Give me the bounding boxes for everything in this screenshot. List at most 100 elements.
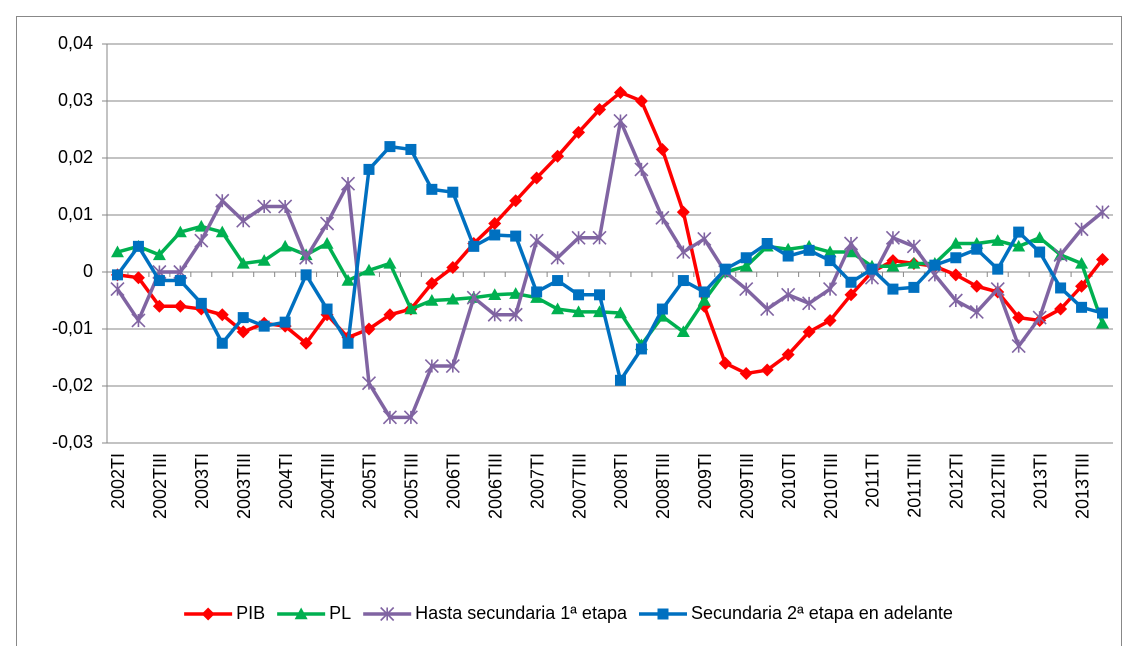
point — [866, 263, 878, 275]
point — [760, 301, 775, 317]
y-tick-label: -0,01 — [52, 318, 93, 338]
point — [593, 103, 607, 117]
point — [634, 94, 648, 108]
point — [572, 305, 586, 318]
point — [216, 337, 228, 349]
point — [550, 250, 565, 265]
point — [1054, 302, 1068, 316]
point — [573, 289, 585, 301]
x-tick-label: 2007TIII — [569, 453, 589, 519]
point — [110, 282, 125, 297]
point — [907, 256, 921, 269]
point — [739, 282, 754, 297]
point — [613, 85, 627, 99]
point — [822, 282, 838, 297]
point — [236, 213, 251, 228]
point — [1075, 279, 1089, 293]
point — [237, 312, 249, 324]
point — [340, 176, 356, 191]
point — [929, 259, 941, 271]
x-tick-label: 2005TIII — [402, 453, 422, 519]
point — [341, 274, 355, 286]
point — [447, 186, 459, 198]
y-tick-label: 0,04 — [58, 33, 93, 53]
point — [656, 303, 668, 315]
point — [571, 230, 586, 245]
point — [613, 113, 628, 129]
point — [887, 283, 899, 295]
legend-label: Secundaria 2ª etapa en adelante — [691, 603, 953, 623]
point — [906, 239, 921, 254]
x-tick-label: 2003TI — [192, 453, 212, 509]
point — [950, 252, 962, 264]
point — [843, 236, 859, 251]
point — [215, 308, 229, 322]
point — [215, 225, 229, 238]
point — [384, 141, 396, 153]
point — [424, 358, 439, 374]
point — [173, 299, 187, 313]
point — [383, 308, 397, 322]
x-tick-label: 2005TI — [360, 453, 380, 509]
point — [592, 230, 607, 245]
point — [551, 302, 565, 315]
chart-frame — [16, 16, 1122, 646]
point — [718, 356, 732, 370]
point — [698, 286, 710, 298]
point — [991, 234, 1005, 246]
x-tick-label: 2009TI — [695, 453, 715, 509]
point — [1096, 316, 1110, 329]
x-tick-label: 2012TIII — [988, 453, 1008, 519]
legend-label: PL — [329, 603, 351, 623]
point — [969, 304, 984, 319]
x-tick-label: 2007TI — [527, 453, 547, 509]
point — [468, 240, 480, 252]
point — [195, 297, 207, 309]
point — [676, 205, 690, 219]
point — [1074, 222, 1089, 237]
y-tick-label: 0 — [83, 261, 93, 281]
point — [970, 279, 984, 293]
point — [1011, 339, 1026, 354]
point — [1012, 239, 1026, 252]
point — [635, 343, 647, 355]
point — [802, 325, 816, 339]
point — [132, 240, 144, 252]
point — [363, 163, 375, 175]
point — [278, 239, 292, 252]
point — [990, 282, 1005, 297]
x-tick-label: 2013TIII — [1072, 453, 1092, 519]
point — [1096, 252, 1110, 266]
point — [1013, 226, 1025, 238]
point — [194, 219, 208, 232]
point — [845, 276, 857, 288]
x-tick-label: 2011TI — [863, 453, 883, 508]
point — [236, 325, 250, 339]
point — [1053, 247, 1068, 262]
point — [382, 410, 398, 425]
point — [1033, 231, 1047, 243]
point — [739, 259, 753, 272]
x-tick-label: 2002TI — [108, 453, 128, 509]
point — [908, 281, 920, 293]
x-tick-label: 2011TIII — [905, 453, 925, 518]
point — [383, 256, 397, 269]
point — [299, 250, 314, 265]
point — [405, 143, 417, 155]
point — [466, 290, 481, 305]
point — [572, 125, 586, 139]
point — [152, 248, 166, 261]
point — [885, 230, 901, 245]
point — [655, 142, 669, 156]
point — [487, 307, 502, 322]
point — [299, 336, 313, 350]
x-tick-label: 2006TIII — [485, 453, 505, 519]
point — [992, 263, 1004, 275]
x-tick-label: 2013TI — [1030, 453, 1050, 509]
point — [1012, 311, 1026, 325]
point — [1034, 246, 1046, 258]
point — [1095, 205, 1110, 220]
legend-label: Hasta secundaria 1ª etapa — [415, 603, 628, 623]
point — [489, 229, 501, 241]
point — [446, 260, 460, 274]
